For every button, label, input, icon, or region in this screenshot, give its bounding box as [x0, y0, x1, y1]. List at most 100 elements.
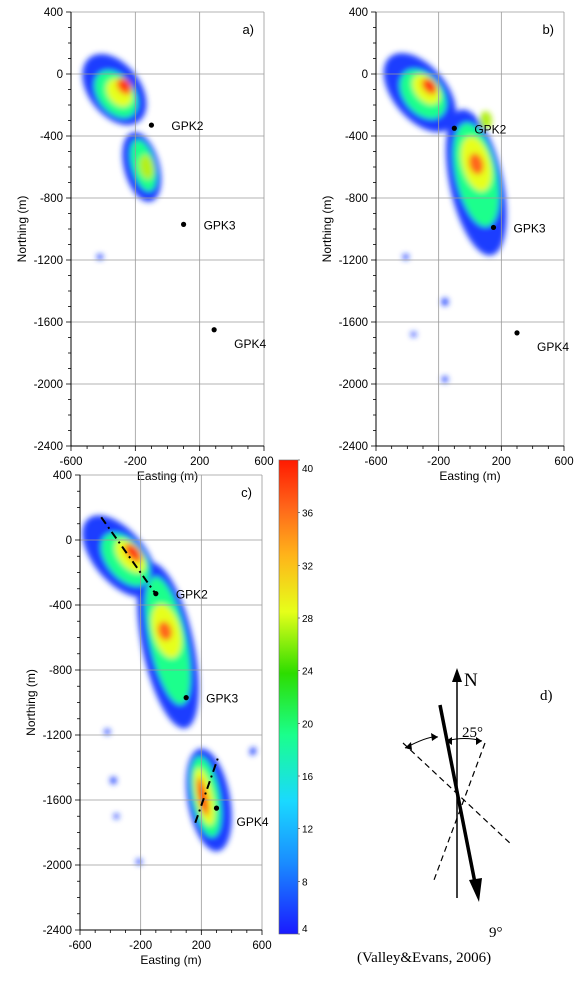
- well-marker: [183, 695, 189, 701]
- well-label: GPK4: [234, 337, 266, 351]
- x-tick-label: 600: [554, 456, 573, 468]
- well-label: GPK3: [206, 692, 238, 706]
- y-axis-label: Northing (m): [24, 669, 38, 736]
- y-tick-label: -2400: [339, 441, 368, 453]
- panel-label: a): [242, 22, 254, 37]
- arc9-arrow-left: [446, 737, 452, 745]
- y-tick-label: -400: [345, 131, 368, 143]
- well-label: GPK3: [514, 221, 546, 235]
- density-blob: [410, 331, 417, 337]
- colorbar-tick-label: 12: [302, 825, 314, 836]
- chart-panel-3: 400 0 -400 -800 -1200 -1600 -2000 -2400 -600 -200…: [24, 459, 314, 967]
- colorbar-tick-label: 4: [302, 924, 308, 935]
- density-blob: [425, 80, 435, 90]
- colorbar: 40 36 32 28 24 20 16 12 8 4: [278, 459, 314, 935]
- angle-9-label: 9°: [489, 925, 503, 941]
- well-marker: [211, 327, 217, 333]
- x-tick-label: -600: [59, 456, 82, 468]
- panel-d-label: d): [540, 688, 553, 704]
- colorbar-tick-label: 24: [302, 667, 314, 678]
- colorbar-tick-label: 32: [302, 561, 314, 572]
- north-label: N: [464, 670, 478, 691]
- y-tick-label: -2000: [43, 860, 72, 872]
- density-blob: [113, 813, 120, 819]
- density-blob: [402, 254, 409, 260]
- fault-trace-1: [100, 516, 156, 593]
- arc-arrow-left: [405, 742, 412, 750]
- panel-label: c): [241, 485, 252, 500]
- well-marker: [213, 805, 220, 811]
- well-marker: [180, 221, 187, 227]
- y-tick-label: -1600: [339, 317, 368, 329]
- y-tick-label: -400: [40, 131, 63, 143]
- colorbar-tick-label: 28: [302, 614, 314, 625]
- seismicity-density: [82, 54, 162, 260]
- x-tick-label: 200: [492, 456, 511, 468]
- density-blob: [96, 254, 104, 260]
- chart-panel-1: 400 0 -400 -800 -1200 -1600 -2000 -2400 -600 -200…: [15, 7, 274, 483]
- density-blob: [441, 297, 449, 306]
- y-tick-label: 400: [44, 7, 63, 19]
- density-blob: [139, 154, 155, 180]
- stress-orientation-diagram: N 25° 9° d) (Valley&Evans, 2006): [357, 668, 553, 966]
- north-arrow-head: [452, 668, 462, 682]
- x-tick-label: 200: [192, 940, 211, 952]
- density-blob: [110, 776, 117, 785]
- density-blob: [441, 376, 449, 383]
- seismicity-density: [383, 53, 507, 383]
- y-tick-label: 0: [57, 69, 63, 81]
- x-tick-label: 600: [254, 456, 273, 468]
- well-marker: [451, 125, 457, 131]
- y-tick-label: 0: [362, 69, 368, 81]
- colorbar-scale: [278, 459, 299, 935]
- arc9-arrow-right: [476, 737, 482, 745]
- well-marker: [153, 591, 159, 597]
- colorbar-tick-label: 20: [302, 719, 314, 730]
- citation: (Valley&Evans, 2006): [357, 950, 491, 966]
- y-tick-label: -2000: [34, 379, 63, 391]
- seismicity-density: [82, 515, 257, 865]
- gridlines: [79, 474, 263, 931]
- y-tick-label: -800: [49, 665, 72, 677]
- well-marker: [514, 330, 520, 336]
- y-tick-label: -1200: [43, 730, 72, 742]
- y-tick-label: 400: [53, 470, 72, 482]
- density-blob: [104, 728, 111, 735]
- y-tick-label: -800: [40, 193, 63, 205]
- well-label: GPK2: [176, 588, 208, 602]
- y-tick-label: -2400: [43, 925, 72, 937]
- y-tick-label: -800: [345, 193, 368, 205]
- fault-trace-2: [194, 757, 219, 824]
- x-tick-label: 600: [252, 940, 271, 952]
- x-tick-label: -200: [129, 940, 152, 952]
- colorbar-tick-label: 16: [302, 772, 314, 783]
- x-tick-label: -200: [427, 456, 450, 468]
- well-marker: [148, 122, 155, 128]
- colorbar-tick-label: 36: [302, 509, 314, 520]
- arc-arrow-right: [431, 733, 438, 741]
- density-blob: [136, 858, 143, 865]
- well-label: GPK3: [204, 218, 236, 232]
- y-tick-label: 400: [349, 7, 368, 19]
- y-axis-label: Northing (m): [15, 196, 29, 263]
- colorbar-tick-label: 8: [302, 877, 308, 888]
- density-blob: [249, 747, 257, 756]
- y-tick-label: -1600: [34, 317, 63, 329]
- x-axis-label: Easting (m): [140, 953, 201, 967]
- y-axis-label: Northing (m): [320, 196, 334, 263]
- y-tick-label: -1200: [34, 255, 63, 267]
- x-tick-label: -600: [364, 456, 387, 468]
- well-marker: [490, 224, 497, 231]
- x-axis-label: Easting (m): [439, 469, 500, 483]
- x-tick-label: 200: [190, 456, 209, 468]
- density-blob: [198, 787, 206, 810]
- panel-label: b): [542, 22, 554, 37]
- y-tick-label: -400: [49, 600, 72, 612]
- well-label: GPK4: [237, 815, 269, 829]
- chart-panel-2: 400 0 -400 -800 -1200 -1600 -2000 -2400 -600 -200…: [320, 7, 574, 483]
- angle-25-label: 25°: [462, 725, 483, 741]
- x-tick-label: -200: [124, 456, 147, 468]
- density-blob: [468, 153, 484, 175]
